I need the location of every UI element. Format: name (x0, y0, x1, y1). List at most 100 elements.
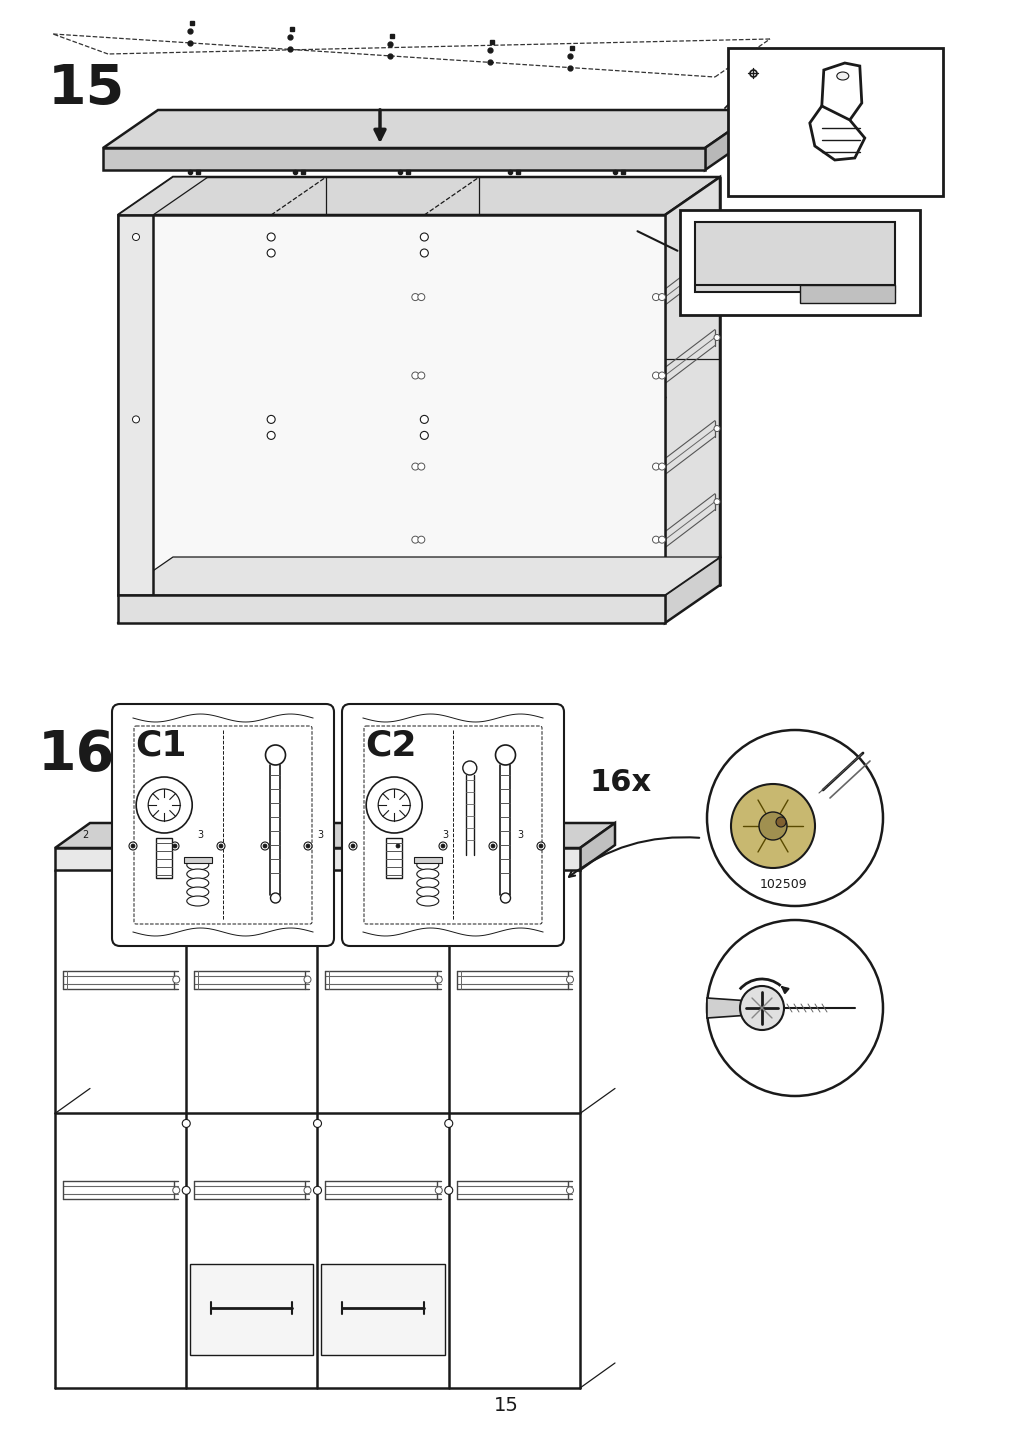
Circle shape (490, 843, 494, 848)
Circle shape (714, 256, 719, 262)
Ellipse shape (417, 878, 439, 888)
Polygon shape (118, 178, 208, 215)
Circle shape (714, 498, 719, 504)
Circle shape (658, 463, 665, 470)
Circle shape (351, 843, 355, 848)
Circle shape (418, 294, 425, 301)
Circle shape (411, 372, 419, 379)
Polygon shape (664, 557, 719, 623)
Circle shape (418, 372, 425, 379)
Circle shape (128, 842, 136, 851)
Circle shape (566, 1187, 573, 1194)
Polygon shape (821, 63, 861, 120)
Polygon shape (579, 823, 615, 871)
Circle shape (441, 843, 445, 848)
Circle shape (420, 415, 428, 424)
Circle shape (261, 842, 269, 851)
Bar (118, 215, 153, 596)
Circle shape (171, 842, 179, 851)
Circle shape (707, 730, 883, 906)
Circle shape (305, 843, 309, 848)
Circle shape (393, 842, 401, 851)
Bar (679, 211, 919, 315)
Polygon shape (55, 823, 615, 848)
Circle shape (303, 1187, 310, 1194)
Ellipse shape (187, 886, 208, 896)
Polygon shape (103, 110, 759, 147)
Circle shape (439, 842, 447, 851)
Circle shape (500, 894, 510, 904)
Circle shape (775, 818, 786, 828)
Circle shape (539, 843, 543, 848)
Ellipse shape (187, 861, 208, 871)
Ellipse shape (187, 869, 208, 879)
Circle shape (378, 789, 409, 821)
Bar (386, 838, 401, 878)
Polygon shape (118, 596, 664, 623)
Circle shape (303, 842, 311, 851)
Circle shape (263, 843, 267, 848)
Circle shape (267, 415, 275, 424)
Text: 3: 3 (442, 831, 448, 841)
Ellipse shape (187, 896, 208, 906)
Bar (321, 1264, 444, 1355)
Ellipse shape (417, 896, 439, 906)
Circle shape (658, 372, 665, 379)
Circle shape (652, 536, 659, 543)
Circle shape (537, 842, 545, 851)
Circle shape (411, 536, 419, 543)
Circle shape (132, 415, 140, 422)
Text: 3: 3 (517, 831, 523, 841)
Text: 3: 3 (197, 831, 203, 841)
Text: 16x: 16x (589, 768, 651, 798)
Circle shape (182, 1186, 190, 1194)
Circle shape (652, 372, 659, 379)
Ellipse shape (836, 72, 848, 80)
Bar (695, 222, 894, 292)
Circle shape (267, 249, 275, 256)
Circle shape (132, 233, 140, 241)
Circle shape (658, 294, 665, 301)
Text: 15: 15 (493, 1396, 518, 1415)
Circle shape (270, 894, 280, 904)
Circle shape (435, 1187, 442, 1194)
Bar (800, 285, 894, 304)
Circle shape (411, 463, 419, 470)
Bar (413, 856, 442, 863)
Text: 15: 15 (48, 62, 125, 116)
Circle shape (395, 843, 399, 848)
Circle shape (435, 977, 442, 982)
Circle shape (462, 760, 476, 775)
Ellipse shape (417, 861, 439, 871)
Text: 3: 3 (316, 831, 323, 841)
Text: 102509: 102509 (758, 878, 806, 891)
Circle shape (420, 233, 428, 241)
Polygon shape (55, 848, 579, 871)
Circle shape (173, 843, 177, 848)
Circle shape (658, 536, 665, 543)
Text: C2: C2 (364, 729, 416, 762)
Circle shape (148, 789, 180, 821)
Circle shape (173, 1187, 180, 1194)
Circle shape (444, 1120, 452, 1127)
Polygon shape (664, 178, 719, 596)
Polygon shape (809, 106, 864, 160)
Circle shape (313, 1186, 321, 1194)
Circle shape (130, 843, 134, 848)
Circle shape (420, 431, 428, 440)
Circle shape (216, 842, 224, 851)
Text: 16: 16 (38, 727, 115, 782)
FancyBboxPatch shape (112, 705, 334, 947)
Circle shape (313, 1120, 321, 1127)
Circle shape (267, 431, 275, 440)
Circle shape (652, 294, 659, 301)
Circle shape (418, 463, 425, 470)
Ellipse shape (187, 878, 208, 888)
Circle shape (444, 1186, 452, 1194)
Circle shape (488, 842, 496, 851)
Circle shape (714, 335, 719, 341)
Circle shape (366, 778, 422, 833)
Polygon shape (705, 110, 759, 170)
Circle shape (739, 987, 784, 1030)
Circle shape (349, 842, 357, 851)
